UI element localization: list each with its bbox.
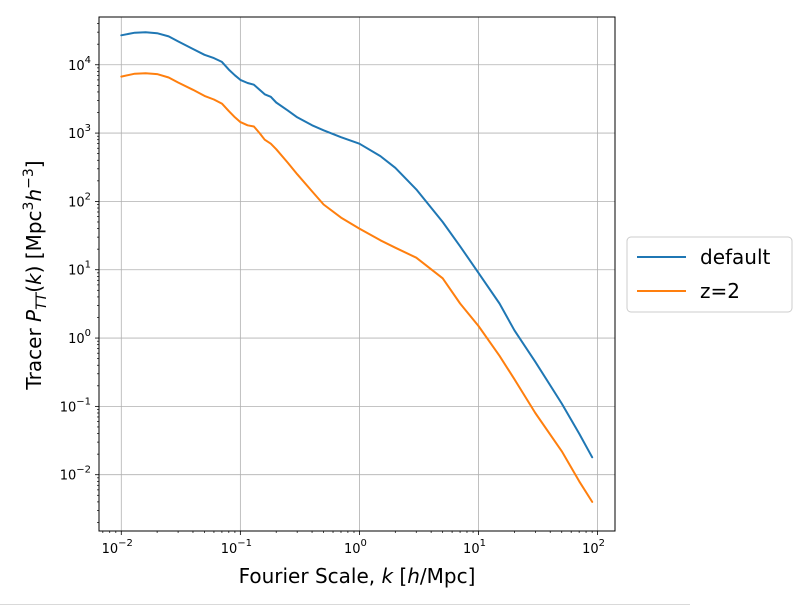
y-tick-label: 104	[68, 55, 91, 74]
x-tick-label: 102	[582, 538, 605, 557]
legend-label-z2: z=2	[700, 279, 740, 303]
y-tick-label: 102	[68, 191, 91, 210]
plot-frame	[98, 16, 616, 532]
bottom-divider	[0, 604, 690, 605]
grid	[99, 17, 615, 531]
y-tick-label: 100	[68, 328, 91, 347]
x-axis-label: Fourier Scale, k [h/Mpc]	[239, 564, 476, 588]
x-tick-label: 10−1	[221, 538, 252, 557]
x-tick-label: 101	[463, 538, 486, 557]
legend-box	[626, 236, 793, 313]
series-lines	[120, 31, 594, 503]
ticks: 10−2 10−1 100 101 102 10−2 10−1 100 101 102 103 104	[60, 23, 605, 557]
x-tick-label: 10−2	[102, 538, 133, 557]
legend: default z=2	[626, 236, 793, 313]
y-tick-label: 10−1	[60, 396, 91, 415]
y-tick-label: 10−2	[60, 465, 91, 484]
y-tick-label: 103	[68, 123, 91, 142]
x-tick-label: 100	[344, 538, 367, 557]
y-axis-label: Tracer PTT(k) [Mpc3h−3]	[21, 160, 50, 390]
legend-label-default: default	[700, 245, 771, 269]
series-line-default	[120, 31, 594, 459]
y-tick-label: 101	[68, 260, 91, 279]
series-line-z2	[120, 72, 594, 503]
